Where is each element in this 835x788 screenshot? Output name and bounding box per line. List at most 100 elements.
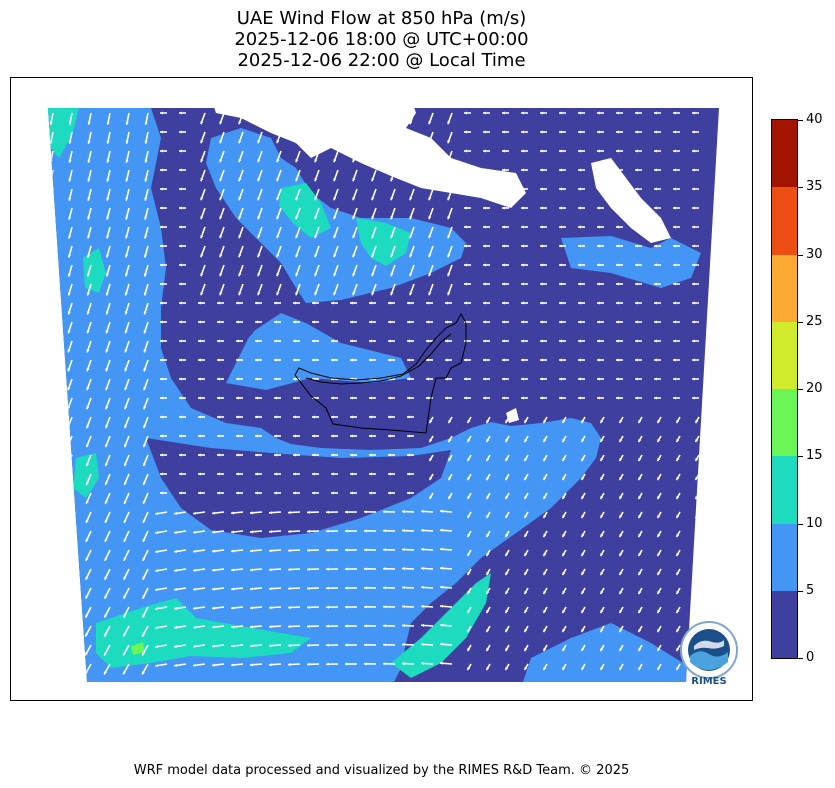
wind-vector-head: [657, 533, 661, 538]
wind-vector-head: [293, 472, 296, 476]
wind-vector: [48, 340, 54, 353]
wind-vector: [65, 625, 73, 637]
wind-vector-head: [255, 396, 258, 400]
wind-vector-head: [543, 647, 547, 652]
wind-vector-head: [616, 339, 619, 343]
wind-vector-head: [236, 339, 239, 343]
wind-vector: [65, 644, 73, 656]
wind-vector-head: [238, 254, 242, 258]
wind-vector-head: [124, 292, 128, 296]
wind-vector-head: [597, 320, 600, 324]
wind-vector-head: [502, 301, 505, 305]
wind-vector-head: [160, 396, 163, 400]
wind-vector-head: [238, 273, 242, 277]
wind-vector-head: [274, 491, 277, 495]
wind-vector-head: [390, 121, 394, 125]
wind-vector-head: [464, 282, 467, 286]
wind-vector-head: [616, 320, 619, 324]
wind-vector-head: [48, 500, 51, 504]
wind-vector-head: [295, 197, 299, 201]
wind-vector-head: [619, 495, 623, 500]
wind-vector-head: [616, 263, 619, 267]
wind-vector: [48, 302, 54, 315]
wind-vector-head: [174, 568, 178, 572]
wind-vector-head: [673, 130, 676, 134]
wind-vector-head: [440, 566, 443, 570]
wind-vector-head: [295, 235, 299, 239]
speed-band-10-15-e: [96, 598, 311, 668]
wind-vector-head: [67, 387, 71, 391]
wind-vector-head: [369, 472, 372, 476]
wind-vector-head: [155, 512, 159, 516]
wind-vector-head: [540, 339, 543, 343]
wind-vector-head: [543, 495, 547, 500]
wind-vector-head: [467, 552, 471, 557]
wind-vector-head: [692, 130, 695, 134]
wind-vector-head: [692, 187, 695, 191]
wind-vector-head: [142, 671, 145, 675]
wind-vector: [65, 663, 73, 675]
wind-vector-head: [486, 476, 490, 481]
wind-vector: [48, 663, 54, 675]
wind-vector-head: [87, 159, 91, 163]
wind-vector-head: [269, 625, 272, 629]
wind-vector-head: [104, 481, 108, 486]
wind-vector-head: [125, 121, 129, 125]
wind-vector-head: [540, 244, 543, 248]
wind-vector-head: [217, 320, 220, 324]
wind-vector-head: [692, 111, 695, 115]
wind-vector-head: [521, 187, 524, 191]
wind-vector-head: [467, 590, 471, 595]
wind-vector-head: [654, 111, 657, 115]
wind-vector-head: [654, 206, 657, 210]
wind-vector-head: [255, 358, 258, 362]
wind-vector-head: [212, 644, 216, 648]
wind-vector-head: [49, 178, 53, 182]
wind-vector: [48, 644, 54, 656]
wind-vector-head: [654, 377, 657, 381]
wind-vector-head: [369, 320, 372, 324]
wind-vector-head: [67, 273, 71, 277]
wind-vector-head: [212, 530, 216, 534]
wind-vector-head: [524, 628, 528, 633]
wind-vector-head: [193, 625, 197, 629]
wind-vector-head: [559, 149, 562, 153]
wind-vector-head: [276, 216, 280, 220]
wind-vector-head: [105, 406, 109, 410]
wind-vector-head: [87, 121, 91, 125]
wind-vector-head: [350, 396, 353, 400]
wind-vector-head: [388, 358, 391, 362]
wind-vector-head: [559, 396, 562, 400]
wind-vector-head: [597, 244, 600, 248]
wind-vector-head: [448, 457, 452, 462]
wind-vector-head: [429, 438, 433, 443]
wind-vector-head: [193, 587, 197, 591]
wind-vector-head: [540, 130, 543, 134]
wind-vector-head: [67, 330, 71, 334]
colorbar-tick-label: 30: [806, 246, 823, 262]
wind-vector-head: [562, 628, 566, 633]
wind-vector-head: [600, 419, 604, 424]
wind-vector-head: [238, 121, 242, 125]
wind-vector-head: [600, 552, 604, 557]
wind-vector-head: [200, 121, 204, 125]
wind-vector-head: [695, 438, 699, 443]
wind-vector-head: [331, 434, 334, 438]
wind-vector-head: [352, 159, 356, 163]
wind-vector-head: [447, 178, 451, 182]
wind-vector-head: [505, 666, 509, 671]
wind-vector-head: [86, 292, 90, 296]
wind-vector-head: [333, 159, 337, 163]
wind-vector-head: [314, 178, 318, 182]
wind-vector-head: [105, 443, 109, 448]
wind-vector-head: [48, 330, 52, 334]
wind-vector-head: [257, 159, 261, 163]
wind-vector-head: [502, 168, 505, 172]
wind-vector-head: [293, 320, 296, 324]
wind-vector-head: [269, 530, 272, 534]
wind-vector-head: [217, 491, 220, 495]
wind-vector-head: [581, 666, 585, 671]
wind-vector-head: [657, 571, 661, 576]
wind-vector-head: [85, 519, 89, 523]
wind-vector-head: [155, 664, 159, 668]
